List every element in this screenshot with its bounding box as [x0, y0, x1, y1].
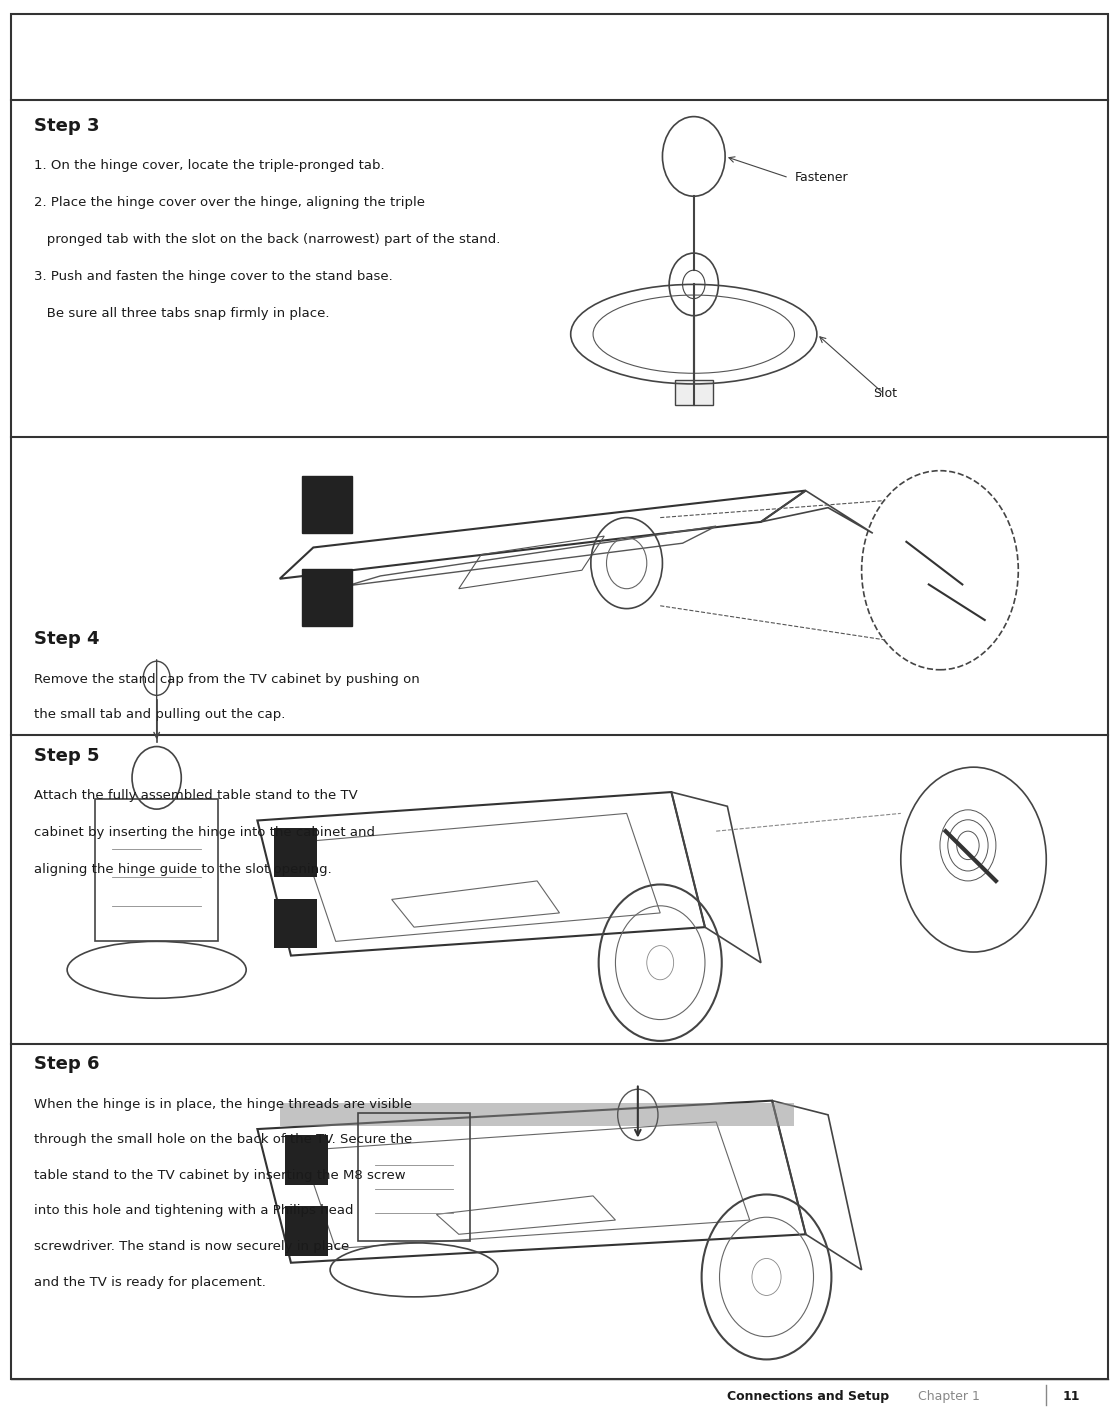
Text: screwdriver. The stand is now securely in place: screwdriver. The stand is now securely i…: [34, 1240, 349, 1253]
Text: Chapter 1: Chapter 1: [918, 1389, 979, 1404]
Bar: [95, 799, 218, 941]
Text: Remove the stand cap from the TV cabinet by pushing on: Remove the stand cap from the TV cabinet…: [34, 673, 420, 685]
Bar: [302, 476, 352, 533]
Text: the small tab and pulling out the cap.: the small tab and pulling out the cap.: [34, 708, 285, 721]
Text: Fastener: Fastener: [794, 171, 848, 185]
Bar: [280, 1103, 794, 1126]
Text: pronged tab with the slot on the back (narrowest) part of the stand.: pronged tab with the slot on the back (n…: [34, 233, 500, 246]
Text: Slot: Slot: [873, 387, 896, 401]
Bar: [302, 569, 352, 626]
Bar: [285, 1135, 328, 1185]
Text: 3. Push and fasten the hinge cover to the stand base.: 3. Push and fasten the hinge cover to th…: [34, 270, 393, 283]
Bar: [274, 899, 317, 948]
Text: Step 5: Step 5: [34, 747, 100, 765]
Bar: [274, 828, 317, 877]
Text: Connections and Setup: Connections and Setup: [727, 1389, 890, 1404]
Bar: [358, 1113, 470, 1241]
Text: and the TV is ready for placement.: and the TV is ready for placement.: [34, 1276, 265, 1288]
Text: 11: 11: [1063, 1389, 1081, 1404]
Text: When the hinge is in place, the hinge threads are visible: When the hinge is in place, the hinge th…: [34, 1098, 412, 1111]
Text: cabinet by inserting the hinge into the cabinet and: cabinet by inserting the hinge into the …: [34, 826, 375, 839]
Bar: [675, 380, 713, 405]
Text: aligning the hinge guide to the slot opening.: aligning the hinge guide to the slot ope…: [34, 863, 331, 876]
Bar: [285, 1206, 328, 1256]
Text: 1. On the hinge cover, locate the triple-pronged tab.: 1. On the hinge cover, locate the triple…: [34, 159, 384, 172]
Text: Step 3: Step 3: [34, 117, 100, 135]
Text: Be sure all three tabs snap firmly in place.: Be sure all three tabs snap firmly in pl…: [34, 307, 329, 320]
Text: Attach the fully assembled table stand to the TV: Attach the fully assembled table stand t…: [34, 789, 357, 802]
Text: Step 4: Step 4: [34, 630, 100, 648]
Text: through the small hole on the back of the TV. Secure the: through the small hole on the back of th…: [34, 1133, 412, 1146]
Text: table stand to the TV cabinet by inserting the M8 screw: table stand to the TV cabinet by inserti…: [34, 1169, 405, 1182]
Text: Step 6: Step 6: [34, 1055, 100, 1074]
Text: 2. Place the hinge cover over the hinge, aligning the triple: 2. Place the hinge cover over the hinge,…: [34, 196, 424, 209]
Text: into this hole and tightening with a Philips head: into this hole and tightening with a Phi…: [34, 1204, 354, 1217]
